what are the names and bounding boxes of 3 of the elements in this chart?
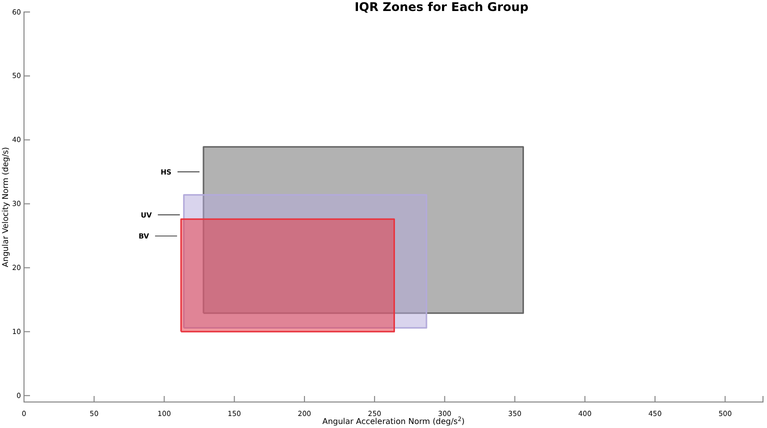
x-axis-title: Angular Acceleration Norm (deg/s$^{2}$) (322, 416, 465, 426)
chart-title: IQR Zones for Each Group (354, 0, 529, 14)
y-axis-title: Angular Velocity Norm (deg/s) (1, 146, 10, 268)
